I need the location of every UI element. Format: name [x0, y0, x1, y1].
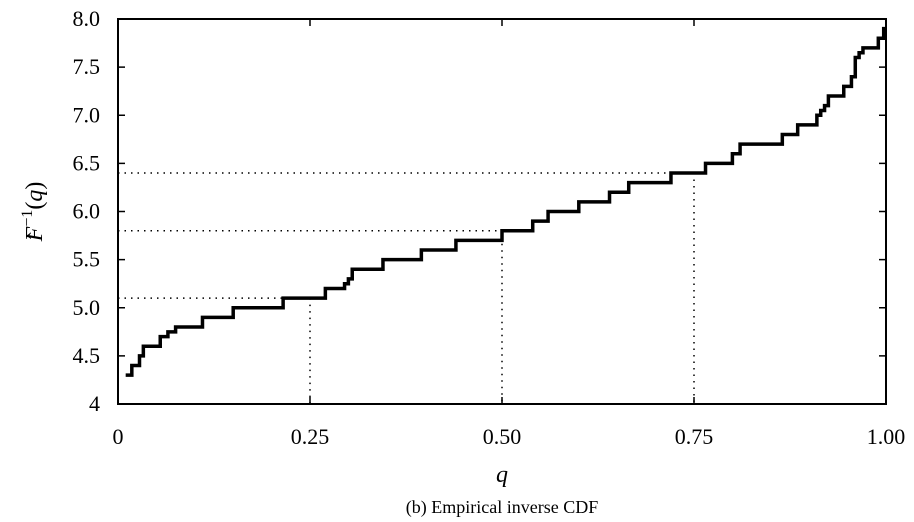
y-label-sup: −1 [19, 210, 36, 227]
y-axis-ticks: 4 4.5 5.0 5.5 6.0 6.5 7.0 7.5 8.0 [73, 6, 886, 416]
x-tick-label: 0.75 [675, 424, 714, 449]
svg-text:ˆF−1(q): ˆF−1(q) [19, 182, 48, 243]
x-axis-ticks: 0 0.25 0.50 0.75 1.00 [113, 19, 906, 449]
y-tick-label: 4 [89, 391, 100, 416]
y-tick-label: 6.5 [73, 150, 101, 175]
plot-frame [117, 18, 887, 405]
y-label-hat: ˆ [25, 232, 47, 239]
y-tick-label: 6.0 [73, 199, 101, 224]
y-tick-label: 5.0 [73, 295, 101, 320]
quantile-guides [118, 172, 695, 404]
y-tick-label: 7.0 [73, 102, 101, 127]
x-tick-label: 0.25 [291, 424, 330, 449]
y-tick-label: 4.5 [73, 343, 101, 368]
y-axis-label: ˆF−1(q) [19, 182, 48, 243]
step-series [125, 26, 886, 377]
x-tick-label: 0.50 [483, 424, 522, 449]
y-tick-label: 7.5 [73, 54, 101, 79]
step-line [125, 26, 886, 377]
x-axis-label: q [496, 462, 508, 488]
x-tick-label: 1.00 [867, 424, 906, 449]
y-label-open: ( [22, 202, 48, 210]
x-tick-label: 0 [113, 424, 124, 449]
y-label-base: F [22, 226, 48, 242]
y-tick-label: 8.0 [73, 6, 101, 31]
y-label-close: ) [22, 182, 48, 190]
y-tick-label: 5.5 [73, 247, 101, 272]
chart-caption: (b) Empirical inverse CDF [406, 497, 598, 518]
y-label-arg: q [22, 190, 48, 202]
